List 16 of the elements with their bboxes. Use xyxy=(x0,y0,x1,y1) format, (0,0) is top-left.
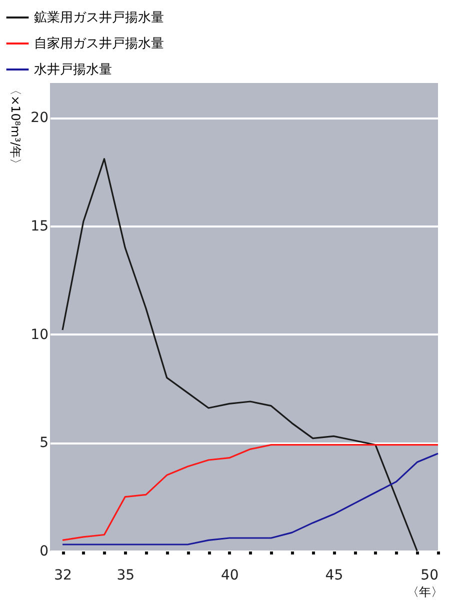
x-tick-label: 32 xyxy=(54,568,72,584)
x-tick-label: 50 xyxy=(420,568,438,584)
y-axis-title: 〈×10⁸m³/年〉 xyxy=(8,84,22,170)
legend-label: 水井戸揚水量 xyxy=(34,62,112,78)
x-tick-label: 35 xyxy=(116,568,135,584)
legend-label: 自家用ガス井戸揚水量 xyxy=(34,36,164,52)
legend-label: 鉱業用ガス井戸揚水量 xyxy=(34,10,164,26)
x-axis-title: 〈年〉 xyxy=(407,585,443,599)
line-series xyxy=(62,158,418,552)
y-tick-label: 15 xyxy=(30,218,48,234)
y-tick-label: 0 xyxy=(40,544,48,560)
y-tick-label: 10 xyxy=(30,326,48,343)
y-tick-label: 20 xyxy=(30,110,48,126)
y-tick-label: 5 xyxy=(40,435,48,452)
x-tick-label: 45 xyxy=(325,568,344,584)
x-tick-label: 40 xyxy=(220,568,239,584)
